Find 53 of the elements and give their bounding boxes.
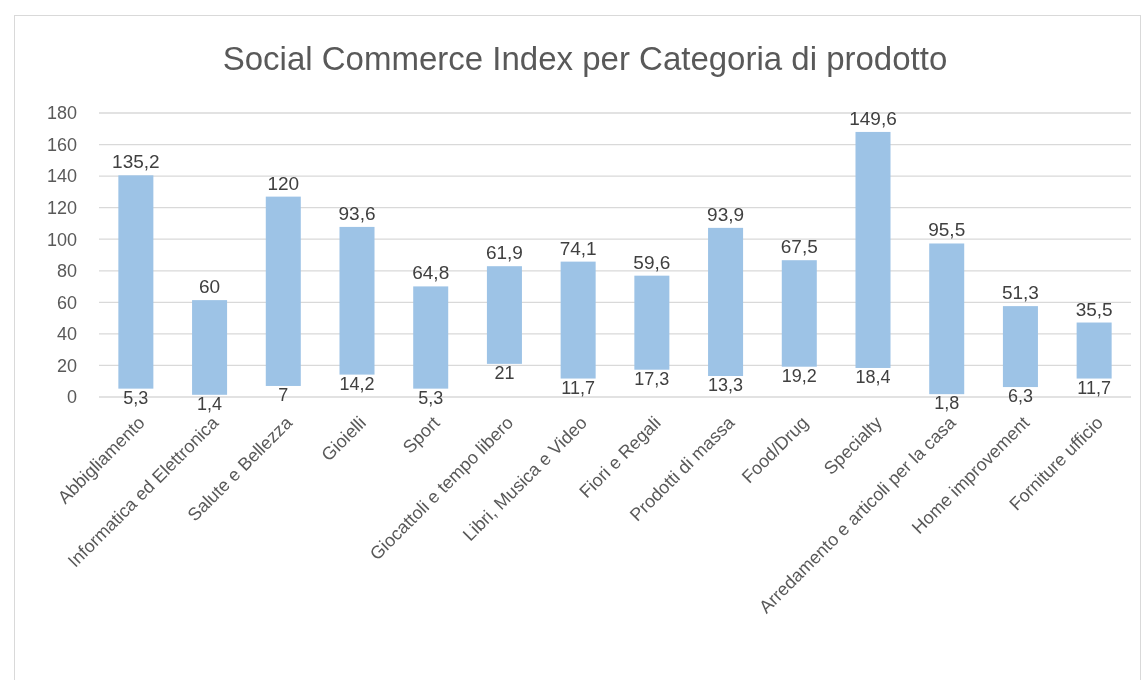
data-label: 149,6: [849, 107, 897, 129]
annotation: 5,3: [418, 387, 444, 408]
annotation: 14,2: [339, 373, 375, 394]
y-tick-label: 0: [66, 387, 77, 408]
y-tick-label: 40: [56, 324, 77, 345]
bar: [1076, 322, 1112, 379]
data-label: 93,9: [707, 203, 745, 225]
annotation: 19,2: [781, 365, 817, 386]
annotation: 7: [278, 384, 289, 405]
bar: [781, 260, 817, 367]
bar: [708, 227, 744, 377]
data-label: 61,9: [485, 242, 523, 264]
y-tick-label: 20: [56, 355, 77, 376]
bar: [634, 275, 670, 370]
data-label: 59,6: [633, 251, 671, 273]
annotation: 17,3: [634, 368, 670, 389]
chart-title: Social Commerce Index per Categoria di prodotto: [222, 40, 948, 77]
data-label: 93,6: [338, 202, 376, 224]
annotation: 11,7: [561, 377, 595, 398]
bar: [118, 175, 154, 389]
y-tick-label: 180: [46, 103, 77, 124]
y-tick-label: 160: [46, 134, 77, 155]
bar: [192, 300, 228, 395]
y-tick-label: 120: [46, 197, 77, 218]
data-label: 74,1: [559, 237, 597, 259]
bar: [413, 286, 449, 389]
bar: [486, 266, 522, 364]
bar: [1002, 306, 1038, 388]
annotation: 18,4: [855, 366, 891, 387]
y-tick-label: 100: [46, 229, 77, 250]
y-tick-label: 60: [56, 292, 77, 313]
y-tick-label: 80: [56, 261, 77, 282]
annotation: 6,3: [1007, 386, 1033, 407]
data-label: 64,8: [412, 262, 450, 284]
bar: [855, 131, 891, 368]
annotation: 21: [494, 362, 515, 383]
annotation: 1,4: [197, 393, 223, 414]
data-label: 60: [199, 276, 221, 298]
annotation: 1,8: [934, 393, 960, 414]
bar: [560, 261, 596, 379]
data-label: 95,5: [928, 219, 966, 241]
data-label: 135,2: [112, 151, 160, 173]
data-label: 120: [267, 172, 300, 194]
bar: [929, 243, 965, 395]
bar: [265, 196, 301, 386]
annotation: 11,7: [1077, 377, 1111, 398]
data-label: 67,5: [780, 236, 818, 258]
annotation: 13,3: [708, 375, 744, 396]
annotation: 5,3: [123, 387, 149, 408]
data-label: 51,3: [1001, 282, 1039, 304]
data-label: 35,5: [1075, 298, 1113, 320]
y-tick-label: 140: [46, 166, 77, 187]
bar: [339, 226, 375, 375]
